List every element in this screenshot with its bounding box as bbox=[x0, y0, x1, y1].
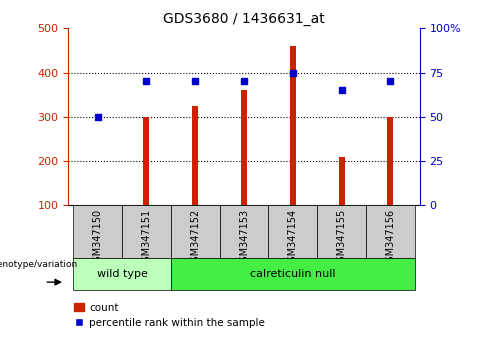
Text: GSM347150: GSM347150 bbox=[93, 209, 102, 268]
Text: GSM347156: GSM347156 bbox=[386, 209, 395, 268]
Text: GSM347153: GSM347153 bbox=[239, 209, 249, 268]
Text: GSM347151: GSM347151 bbox=[142, 209, 151, 268]
Point bbox=[94, 114, 102, 120]
Text: calreticulin null: calreticulin null bbox=[250, 269, 336, 279]
Bar bbox=[143, 117, 149, 250]
Point bbox=[289, 70, 297, 75]
Text: GSM347155: GSM347155 bbox=[337, 209, 346, 268]
Point bbox=[191, 79, 199, 84]
Title: GDS3680 / 1436631_at: GDS3680 / 1436631_at bbox=[163, 12, 325, 26]
Bar bbox=[73, 258, 171, 290]
Text: wild type: wild type bbox=[97, 269, 147, 279]
Bar bbox=[290, 46, 296, 250]
Bar bbox=[241, 90, 247, 250]
Bar bbox=[268, 205, 317, 258]
Point bbox=[386, 79, 394, 84]
Bar bbox=[366, 205, 415, 258]
Point bbox=[142, 79, 150, 84]
Bar bbox=[192, 106, 198, 250]
Text: genotype/variation: genotype/variation bbox=[0, 260, 77, 269]
Text: GSM347154: GSM347154 bbox=[288, 209, 298, 268]
Bar bbox=[95, 205, 101, 250]
Point bbox=[338, 87, 346, 93]
Point bbox=[240, 79, 248, 84]
Legend: count, percentile rank within the sample: count, percentile rank within the sample bbox=[74, 303, 265, 328]
Bar bbox=[171, 258, 415, 290]
Bar bbox=[171, 205, 220, 258]
Bar bbox=[387, 117, 393, 250]
Bar bbox=[73, 205, 122, 258]
Bar bbox=[220, 205, 268, 258]
Bar bbox=[122, 205, 171, 258]
Text: GSM347152: GSM347152 bbox=[190, 209, 200, 268]
Bar bbox=[339, 156, 345, 250]
Bar bbox=[317, 205, 366, 258]
